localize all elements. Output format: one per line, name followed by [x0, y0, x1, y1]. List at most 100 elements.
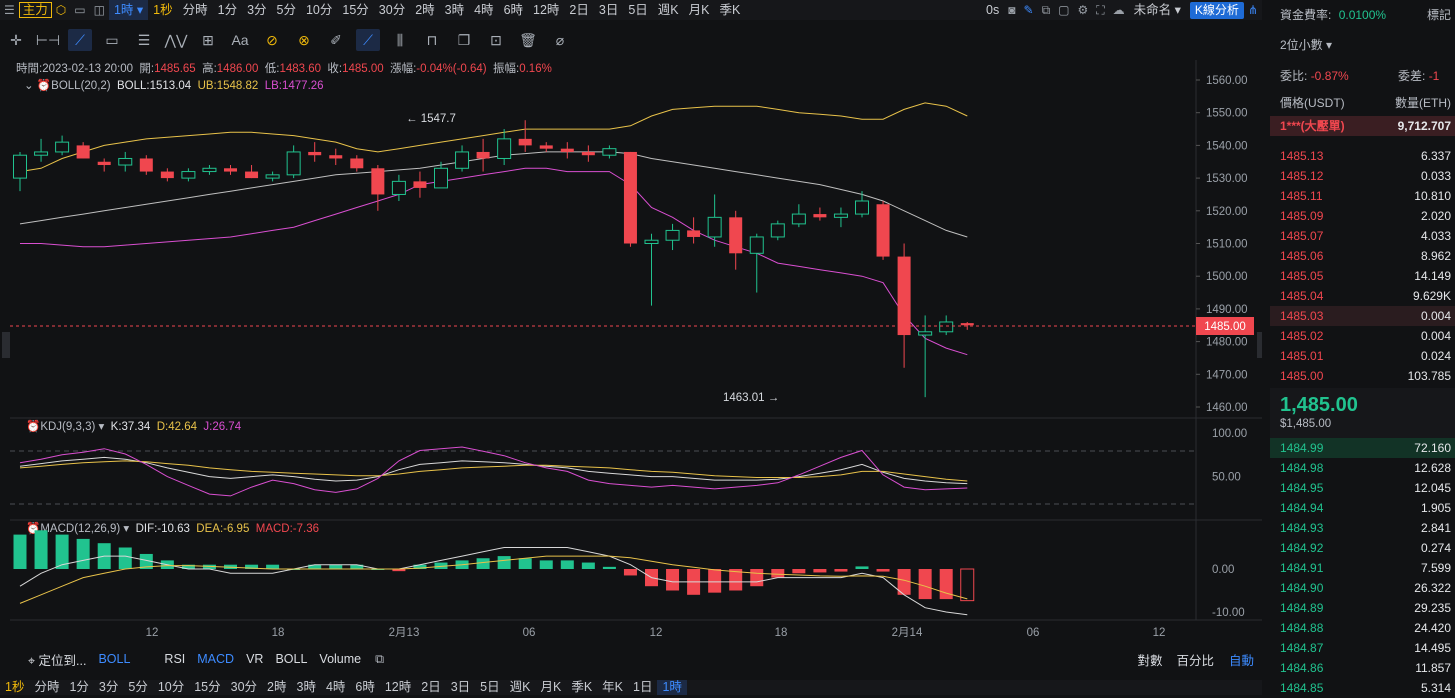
ask-row[interactable]: 1485.02 0.004 [1270, 326, 1455, 346]
interval-8[interactable]: 30分 [378, 3, 406, 17]
collapse-icon[interactable]: ⌄ [24, 80, 34, 92]
macd-legend[interactable]: ⏰MACD(12,26,9) ▾ DIF:-10.63 DEA:-6.95 MA… [26, 523, 320, 535]
template-icon[interactable]: ⊡ [490, 32, 502, 48]
interval-17[interactable]: 週K [657, 3, 679, 17]
ask-row[interactable]: 1485.00 103.785 [1270, 366, 1455, 386]
interval-13[interactable]: 12時 [533, 3, 560, 17]
interval-12[interactable]: 6時 [503, 3, 524, 17]
ask-row[interactable]: 1485.13 6.337 [1270, 146, 1455, 166]
bid-row[interactable]: 1484.99 72.160 [1270, 438, 1455, 458]
visibility-icon[interactable]: ⌀ [555, 32, 565, 48]
trend-line-icon[interactable]: ⟋ [68, 29, 92, 51]
interval-14[interactable]: 2日 [569, 3, 589, 17]
kline-chart[interactable]: 1560.00 1550.00 1540.00 1530.00 1520.00 1510.… [0, 56, 1262, 646]
auto-scale-button[interactable]: 自動 [1228, 653, 1254, 668]
interval-5[interactable]: 5分 [276, 3, 296, 17]
right-scroll-handle[interactable] [1257, 332, 1262, 358]
copy-icon[interactable]: ❐ [457, 32, 471, 48]
bid-row[interactable]: 1484.93 2.841 [1270, 518, 1455, 538]
kline-analysis-button[interactable]: K線分析 [1189, 1, 1244, 19]
line-segment-icon[interactable]: ⊢⊣ [35, 32, 61, 48]
ask-row[interactable]: 1485.03 0.004 [1270, 306, 1455, 326]
indicator-tab-2[interactable]: MACD [197, 652, 235, 666]
window-icon[interactable]: ▢ [1058, 3, 1070, 17]
bottom-interval-1[interactable]: 分時 [34, 680, 60, 694]
selected-interval-dropdown[interactable]: 1時 ▾ [108, 0, 149, 20]
bid-row[interactable]: 1484.85 5.314 [1270, 678, 1455, 698]
bottom-interval-11[interactable]: 6時 [355, 680, 375, 694]
interval-10[interactable]: 3時 [444, 3, 465, 17]
bottom-interval-17[interactable]: 月K [540, 680, 562, 694]
settings-icon[interactable]: ⚙ [1077, 3, 1089, 17]
bid-row[interactable]: 1484.87 14.495 [1270, 638, 1455, 658]
layout-name-dropdown[interactable]: 未命名 ▾ [1133, 3, 1181, 17]
bottom-interval-18[interactable]: 季K [571, 680, 593, 694]
ask-row[interactable]: 1485.09 2.020 [1270, 206, 1455, 226]
calendar-icon[interactable]: ▭ [74, 3, 86, 17]
indicator-tab-4[interactable]: BOLL [275, 652, 308, 666]
bottom-interval-13[interactable]: 2日 [421, 680, 441, 694]
bid-row[interactable]: 1484.88 24.420 [1270, 618, 1455, 638]
crosshair-icon[interactable]: ✛ [10, 32, 22, 48]
interval-15[interactable]: 3日 [598, 3, 619, 17]
bottom-interval-16[interactable]: 週K [509, 680, 531, 694]
indicator-tab-5[interactable]: Volume [319, 652, 362, 666]
interval-0[interactable]: 1秒 [153, 3, 173, 17]
big-order-row[interactable]: 1***(大壓單) 9,712.707 [1270, 116, 1455, 136]
ask-row[interactable]: 1485.01 0.024 [1270, 346, 1455, 366]
log-scale-button[interactable]: 對數 [1137, 653, 1163, 668]
bid-row[interactable]: 1484.90 26.322 [1270, 578, 1455, 598]
bottom-interval-14[interactable]: 3日 [450, 680, 471, 694]
bottom-interval-9[interactable]: 3時 [296, 680, 316, 694]
bottom-interval-2[interactable]: 1分 [69, 680, 89, 694]
edit-indicator-icon[interactable]: ⧉ [375, 651, 385, 666]
interval-6[interactable]: 10分 [305, 3, 333, 17]
rectangle-icon[interactable]: ▭ [105, 32, 119, 48]
bid-row[interactable]: 1484.91 7.599 [1270, 558, 1455, 578]
text-icon[interactable]: Aa [231, 32, 249, 48]
measure-icon[interactable]: ⊞ [202, 32, 214, 48]
interval-7[interactable]: 15分 [342, 3, 369, 17]
interval-18[interactable]: 月K [688, 3, 710, 17]
favorite-icon[interactable]: ⬡ [55, 3, 67, 17]
interval-4[interactable]: 3分 [247, 3, 267, 17]
bottom-interval-5[interactable]: 10分 [157, 680, 185, 694]
bottom-interval-7[interactable]: 30分 [230, 680, 258, 694]
pattern-icon[interactable]: ⊘ [266, 32, 278, 48]
ask-row[interactable]: 1485.06 8.962 [1270, 246, 1455, 266]
bottom-interval-12[interactable]: 12時 [384, 680, 412, 694]
bid-row[interactable]: 1484.95 12.045 [1270, 478, 1455, 498]
bottom-interval-15[interactable]: 5日 [480, 680, 500, 694]
decimals-dropdown[interactable]: 2位小數 ▾ [1280, 38, 1333, 52]
interval-19[interactable]: 季K [719, 3, 741, 17]
indicator-tab-0[interactable]: BOLL [98, 652, 131, 666]
popout-icon[interactable]: ⧉ [1041, 3, 1051, 17]
wave-icon[interactable]: ⋀⋁ [164, 32, 188, 48]
magnet-icon[interactable]: ⊗ [298, 32, 310, 48]
share-icon[interactable]: ⋔ [1247, 3, 1258, 17]
bottom-interval-10[interactable]: 4時 [325, 680, 346, 694]
bottom-interval-6[interactable]: 15分 [194, 680, 221, 694]
ask-row[interactable]: 1485.11 10.810 [1270, 186, 1455, 206]
fullscreen-icon[interactable]: ⛶ [1096, 3, 1105, 17]
boll-legend[interactable]: ⌄ ⏰BOLL(20,2) BOLL:1513.04 UB:1548.82 LB… [24, 80, 324, 92]
kdj-legend[interactable]: ⏰KDJ(9,3,3) ▾ K:37.34 D:42.64 J:26.74 [26, 421, 242, 433]
interval-2[interactable]: 分時 [182, 3, 208, 17]
ask-row[interactable]: 1485.05 14.149 [1270, 266, 1455, 286]
interval-11[interactable]: 4時 [474, 3, 494, 17]
interval-16[interactable]: 5日 [628, 3, 648, 17]
camera-icon[interactable]: ◙ [1008, 3, 1016, 17]
bottom-interval-3[interactable]: 3分 [98, 680, 119, 694]
menu-icon[interactable]: ☰ [4, 3, 15, 17]
bottom-interval-20[interactable]: 1日 [633, 680, 653, 694]
ask-row[interactable]: 1485.04 9.629K [1270, 286, 1455, 306]
bottom-interval-19[interactable]: 年K [602, 680, 623, 694]
bid-row[interactable]: 1484.98 12.628 [1270, 458, 1455, 478]
master-chart-button[interactable]: 主力 [18, 2, 52, 18]
bid-row[interactable]: 1484.94 1.905 [1270, 498, 1455, 518]
brush-icon[interactable]: ⟋ [356, 29, 380, 51]
ask-row[interactable]: 1485.07 4.033 [1270, 226, 1455, 246]
bottom-interval-8[interactable]: 2時 [267, 680, 287, 694]
trash-icon[interactable]: 🗑 [519, 32, 537, 48]
bottom-interval-0[interactable]: 1秒 [5, 680, 25, 694]
